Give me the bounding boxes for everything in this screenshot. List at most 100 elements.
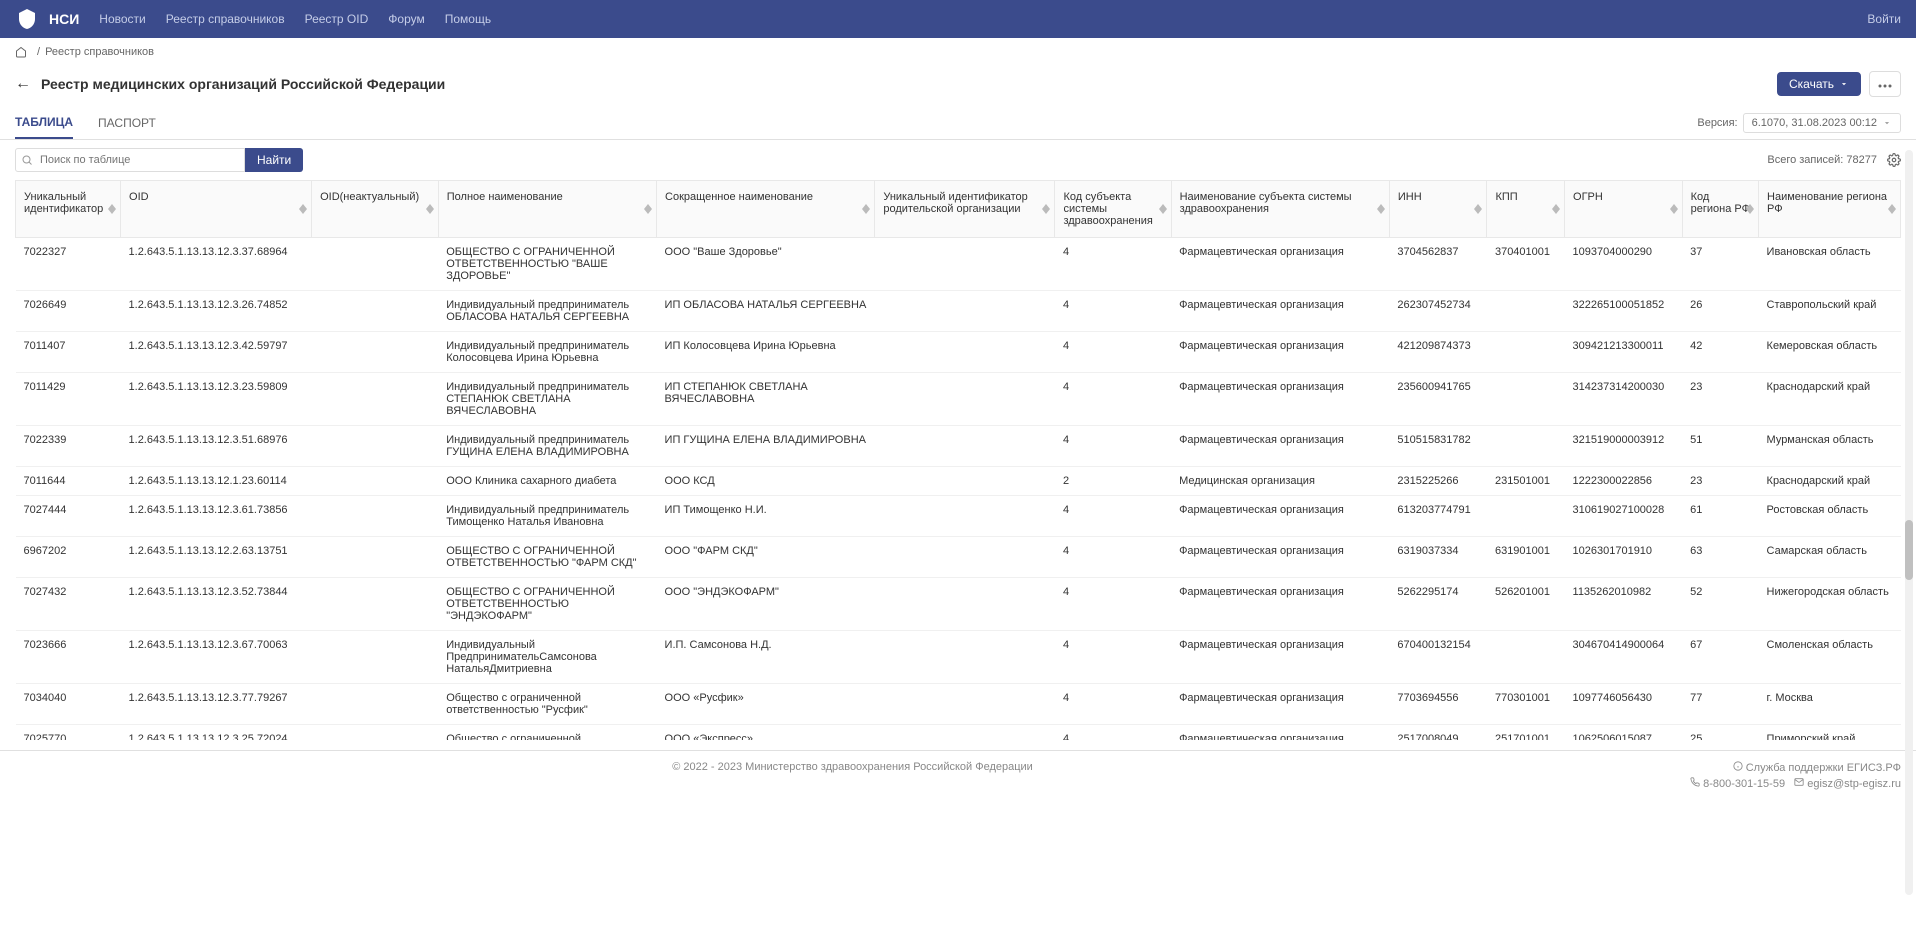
column-header[interactable]: ОГРН bbox=[1565, 181, 1683, 238]
table-cell: 1222300022856 bbox=[1565, 467, 1683, 496]
table-cell: 235600941765 bbox=[1389, 373, 1487, 426]
table-cell bbox=[312, 238, 439, 291]
sort-icon[interactable] bbox=[1670, 204, 1678, 214]
table-cell: 4 bbox=[1055, 578, 1171, 631]
table-row[interactable]: 70116441.2.643.5.1.13.13.12.1.23.60114ОО… bbox=[16, 467, 1901, 496]
sort-icon[interactable] bbox=[299, 204, 307, 214]
table-cell: 23 bbox=[1682, 373, 1758, 426]
nav-news[interactable]: Новости bbox=[99, 12, 145, 26]
tabs-bar: ТАБЛИЦА ПАСПОРТ Версия: 6.1070, 31.08.20… bbox=[0, 107, 1916, 140]
table-cell: Фармацевтическая организация bbox=[1171, 373, 1389, 426]
table-cell: 7023666 bbox=[16, 631, 121, 684]
table-cell: 3704562837 bbox=[1389, 238, 1487, 291]
sort-icon[interactable] bbox=[1888, 204, 1896, 214]
table-cell: Индивидуальный предприниматель ГУЩИНА ЕЛ… bbox=[438, 426, 656, 467]
column-header[interactable]: ИНН bbox=[1389, 181, 1487, 238]
footer-support: Служба поддержки ЕГИСЗ.РФ bbox=[1746, 762, 1901, 774]
sort-icon[interactable] bbox=[1474, 204, 1482, 214]
table-cell bbox=[875, 373, 1055, 426]
table-cell: 1.2.643.5.1.13.13.12.3.37.68964 bbox=[121, 238, 312, 291]
column-header[interactable]: Наименование субъекта системы здравоохра… bbox=[1171, 181, 1389, 238]
table-row[interactable]: 69672021.2.643.5.1.13.13.12.2.63.13751ОБ… bbox=[16, 537, 1901, 578]
nav-help[interactable]: Помощь bbox=[445, 12, 491, 26]
tab-table[interactable]: ТАБЛИЦА bbox=[15, 107, 73, 139]
sort-icon[interactable] bbox=[644, 204, 652, 214]
search-input[interactable] bbox=[15, 148, 245, 172]
table-row[interactable]: 70236661.2.643.5.1.13.13.12.3.67.70063Ин… bbox=[16, 631, 1901, 684]
logo-text[interactable]: НСИ bbox=[49, 11, 79, 27]
column-header[interactable]: Код субъекта системы здравоохранения bbox=[1055, 181, 1171, 238]
table-cell: ООО «Экспресс» bbox=[657, 725, 875, 741]
column-header[interactable]: Наименование региона РФ bbox=[1759, 181, 1901, 238]
table-cell bbox=[875, 238, 1055, 291]
table-row[interactable]: 70257701.2.643.5.1.13.13.12.3.25.72024Об… bbox=[16, 725, 1901, 741]
sort-icon[interactable] bbox=[426, 204, 434, 214]
table-cell: ИП Колосовцева Ирина Юрьевна bbox=[657, 332, 875, 373]
sort-icon[interactable] bbox=[108, 204, 116, 214]
sort-icon[interactable] bbox=[862, 204, 870, 214]
column-header[interactable]: Уникальный идентификатор bbox=[16, 181, 121, 238]
chevron-down-icon bbox=[1882, 118, 1892, 128]
column-header[interactable]: КПП bbox=[1487, 181, 1565, 238]
find-button[interactable]: Найти bbox=[245, 148, 303, 172]
sort-icon[interactable] bbox=[1159, 204, 1167, 214]
total-label: Всего записей: bbox=[1767, 154, 1843, 166]
more-button[interactable] bbox=[1869, 71, 1901, 97]
column-header[interactable]: Уникальный идентификатор родительской ор… bbox=[875, 181, 1055, 238]
scrollbar-track[interactable] bbox=[1905, 150, 1913, 895]
version-select[interactable]: 6.1070, 31.08.2023 00:12 bbox=[1743, 113, 1901, 133]
table-cell bbox=[312, 631, 439, 684]
download-label: Скачать bbox=[1789, 77, 1834, 91]
table-row[interactable]: 70114071.2.643.5.1.13.13.12.3.42.59797Ин… bbox=[16, 332, 1901, 373]
table-cell: 23 bbox=[1682, 467, 1758, 496]
table-cell: 322265100051852 bbox=[1565, 291, 1683, 332]
nav-registry-ref[interactable]: Реестр справочников bbox=[166, 12, 285, 26]
nav-forum[interactable]: Форум bbox=[388, 12, 424, 26]
sort-icon[interactable] bbox=[1042, 204, 1050, 214]
table-row[interactable]: 70114291.2.643.5.1.13.13.12.3.23.59809Ин… bbox=[16, 373, 1901, 426]
table-cell: Фармацевтическая организация bbox=[1171, 238, 1389, 291]
table-cell: Фармацевтическая организация bbox=[1171, 578, 1389, 631]
home-icon[interactable] bbox=[15, 46, 27, 58]
table-cell: 304670414900064 bbox=[1565, 631, 1683, 684]
table-cell: 4 bbox=[1055, 238, 1171, 291]
table-cell: 1.2.643.5.1.13.13.12.3.52.73844 bbox=[121, 578, 312, 631]
mail-icon bbox=[1794, 777, 1804, 787]
column-header[interactable]: Полное наименование bbox=[438, 181, 656, 238]
table-cell: Общество с ограниченной ответственностью… bbox=[438, 725, 656, 741]
gear-icon[interactable] bbox=[1887, 153, 1901, 167]
breadcrumb: / Реестр справочников bbox=[0, 38, 1916, 66]
nav-registry-oid[interactable]: Реестр OID bbox=[305, 12, 369, 26]
table-row[interactable]: 70340401.2.643.5.1.13.13.12.3.77.79267Об… bbox=[16, 684, 1901, 725]
table-cell: 510515831782 bbox=[1389, 426, 1487, 467]
column-header[interactable]: Код региона РФ bbox=[1682, 181, 1758, 238]
download-button[interactable]: Скачать bbox=[1777, 72, 1861, 96]
table-cell bbox=[312, 578, 439, 631]
table-row[interactable]: 70274441.2.643.5.1.13.13.12.3.61.73856Ин… bbox=[16, 496, 1901, 537]
table-cell: Мурманская область bbox=[1759, 426, 1901, 467]
column-header[interactable]: Сокращенное наименование bbox=[657, 181, 875, 238]
breadcrumb-item[interactable]: Реестр справочников bbox=[45, 46, 154, 58]
back-arrow-icon[interactable]: ← bbox=[15, 75, 31, 93]
table-cell: ОБЩЕСТВО С ОГРАНИЧЕННОЙ ОТВЕТСТВЕННОСТЬЮ… bbox=[438, 537, 656, 578]
tab-passport[interactable]: ПАСПОРТ bbox=[98, 108, 156, 138]
table-cell: 251701001 bbox=[1487, 725, 1565, 741]
footer-phone: 8-800-301-15-59 bbox=[1703, 778, 1785, 790]
column-header[interactable]: OID bbox=[121, 181, 312, 238]
column-header[interactable]: OID(неактуальный) bbox=[312, 181, 439, 238]
table-cell: ООО «Русфик» bbox=[657, 684, 875, 725]
table-row[interactable]: 70223271.2.643.5.1.13.13.12.3.37.68964ОБ… bbox=[16, 238, 1901, 291]
login-button[interactable]: Войти bbox=[1867, 12, 1901, 26]
table-row[interactable]: 70266491.2.643.5.1.13.13.12.3.26.74852Ин… bbox=[16, 291, 1901, 332]
table-row[interactable]: 70274321.2.643.5.1.13.13.12.3.52.73844ОБ… bbox=[16, 578, 1901, 631]
sort-icon[interactable] bbox=[1746, 204, 1754, 214]
sort-icon[interactable] bbox=[1552, 204, 1560, 214]
table-cell: 7027444 bbox=[16, 496, 121, 537]
scrollbar-thumb[interactable] bbox=[1905, 520, 1913, 580]
table-cell bbox=[312, 496, 439, 537]
table-cell bbox=[875, 291, 1055, 332]
sort-icon[interactable] bbox=[1377, 204, 1385, 214]
footer-contacts: Служба поддержки ЕГИСЗ.РФ 8-800-301-15-5… bbox=[1690, 761, 1901, 793]
table-cell: 61 bbox=[1682, 496, 1758, 537]
table-row[interactable]: 70223391.2.643.5.1.13.13.12.3.51.68976Ин… bbox=[16, 426, 1901, 467]
